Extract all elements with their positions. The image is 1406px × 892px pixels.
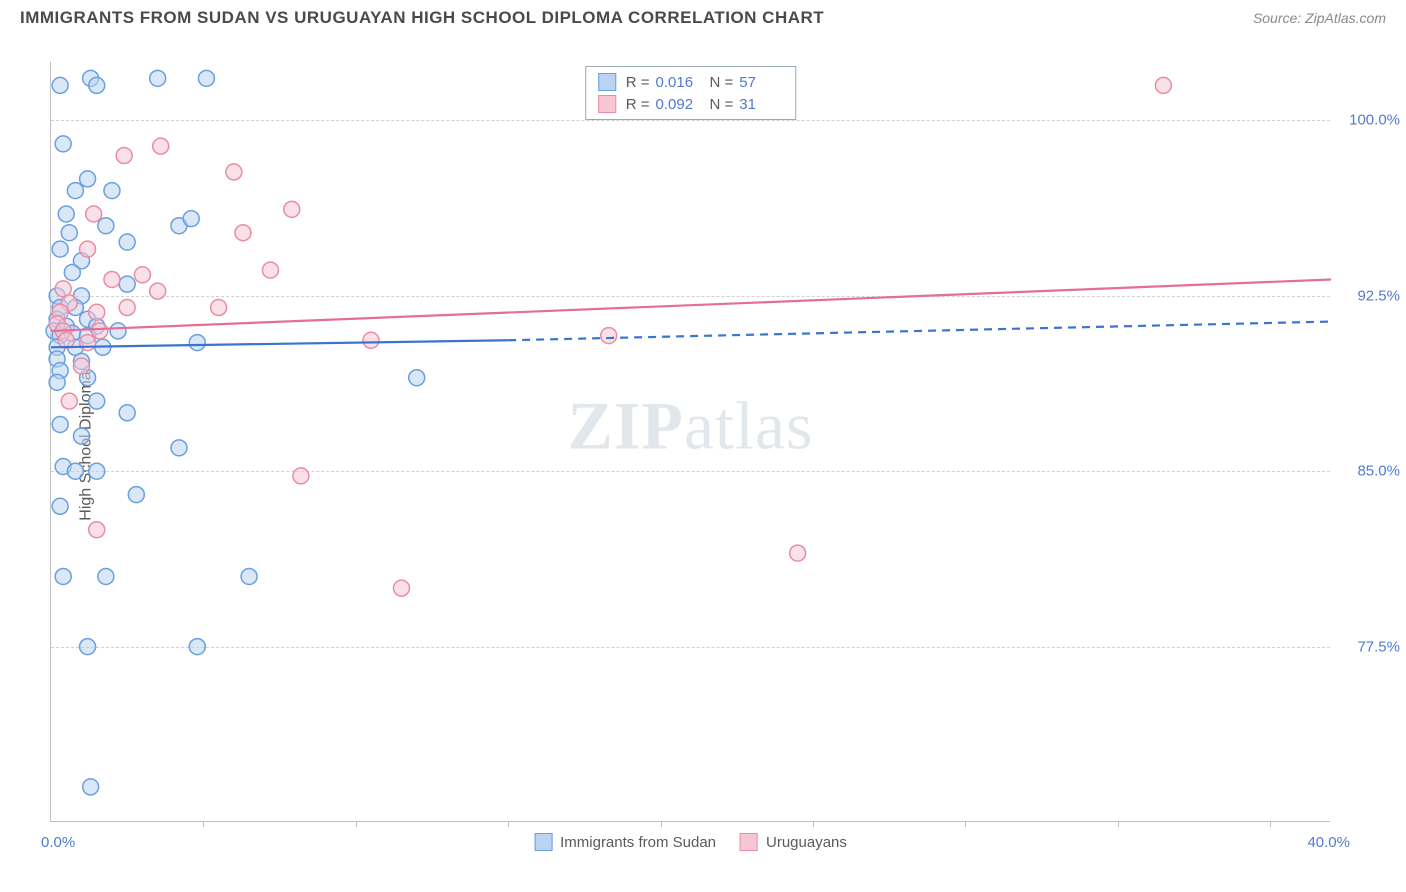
chart-area: 77.5%85.0%92.5%100.0% 0.0% 40.0% ZIPatla… bbox=[50, 62, 1330, 822]
data-point bbox=[83, 779, 99, 795]
legend-stats: R =0.016N =57R =0.092N =31 bbox=[585, 66, 797, 120]
data-point bbox=[128, 487, 144, 503]
data-point bbox=[119, 405, 135, 421]
y-tick-label: 77.5% bbox=[1340, 638, 1400, 655]
data-point bbox=[80, 241, 96, 257]
trend-line bbox=[51, 340, 508, 347]
data-point bbox=[790, 545, 806, 561]
data-point bbox=[363, 332, 379, 348]
data-point bbox=[80, 335, 96, 351]
x-tick bbox=[1270, 821, 1271, 827]
legend-swatch bbox=[534, 833, 552, 851]
data-point bbox=[92, 323, 108, 339]
data-point bbox=[89, 522, 105, 538]
data-point bbox=[119, 234, 135, 250]
y-tick-label: 100.0% bbox=[1340, 112, 1400, 129]
x-tick bbox=[356, 821, 357, 827]
data-point bbox=[284, 201, 300, 217]
data-point bbox=[55, 136, 71, 152]
data-point bbox=[73, 358, 89, 374]
data-point bbox=[241, 568, 257, 584]
data-point bbox=[119, 300, 135, 316]
data-point bbox=[89, 304, 105, 320]
x-tick bbox=[508, 821, 509, 827]
data-point bbox=[150, 70, 166, 86]
legend-stat-row: R =0.016N =57 bbox=[598, 71, 784, 93]
data-point bbox=[80, 639, 96, 655]
x-tick bbox=[203, 821, 204, 827]
x-tick bbox=[1118, 821, 1119, 827]
x-axis-min-label: 0.0% bbox=[41, 834, 75, 851]
data-point bbox=[183, 211, 199, 227]
data-point bbox=[104, 271, 120, 287]
data-point bbox=[98, 568, 114, 584]
data-point bbox=[55, 568, 71, 584]
data-point bbox=[52, 77, 68, 93]
data-point bbox=[153, 138, 169, 154]
legend-item: Immigrants from Sudan bbox=[534, 833, 716, 851]
data-point bbox=[226, 164, 242, 180]
data-point bbox=[86, 206, 102, 222]
y-tick-label: 85.0% bbox=[1340, 463, 1400, 480]
y-tick-label: 92.5% bbox=[1340, 287, 1400, 304]
x-tick bbox=[661, 821, 662, 827]
data-point bbox=[67, 183, 83, 199]
data-point bbox=[49, 374, 65, 390]
data-point bbox=[211, 300, 227, 316]
legend-swatch bbox=[598, 95, 616, 113]
data-point bbox=[67, 463, 83, 479]
data-point bbox=[64, 264, 80, 280]
data-point bbox=[393, 580, 409, 596]
data-point bbox=[189, 639, 205, 655]
data-point bbox=[52, 416, 68, 432]
x-tick bbox=[965, 821, 966, 827]
legend-swatch bbox=[740, 833, 758, 851]
legend-label: Immigrants from Sudan bbox=[560, 834, 716, 851]
scatter-plot bbox=[51, 62, 1330, 821]
data-point bbox=[409, 370, 425, 386]
legend-series: Immigrants from Sudan Uruguayans bbox=[534, 833, 847, 851]
data-point bbox=[171, 440, 187, 456]
data-point bbox=[293, 468, 309, 484]
data-point bbox=[198, 70, 214, 86]
source-label: Source: ZipAtlas.com bbox=[1253, 10, 1386, 26]
data-point bbox=[89, 77, 105, 93]
data-point bbox=[1155, 77, 1171, 93]
data-point bbox=[134, 267, 150, 283]
data-point bbox=[61, 393, 77, 409]
data-point bbox=[119, 276, 135, 292]
data-point bbox=[104, 183, 120, 199]
chart-title: IMMIGRANTS FROM SUDAN VS URUGUAYAN HIGH … bbox=[20, 8, 824, 28]
data-point bbox=[150, 283, 166, 299]
data-point bbox=[601, 328, 617, 344]
data-point bbox=[262, 262, 278, 278]
data-point bbox=[98, 218, 114, 234]
data-point bbox=[52, 498, 68, 514]
trend-line bbox=[51, 279, 1331, 330]
data-point bbox=[110, 323, 126, 339]
data-point bbox=[89, 463, 105, 479]
data-point bbox=[80, 171, 96, 187]
legend-label: Uruguayans bbox=[766, 834, 847, 851]
x-axis-max-label: 40.0% bbox=[1307, 834, 1350, 851]
x-tick bbox=[813, 821, 814, 827]
data-point bbox=[52, 241, 68, 257]
data-point bbox=[235, 225, 251, 241]
trend-line-dashed bbox=[508, 322, 1331, 341]
data-point bbox=[73, 428, 89, 444]
data-point bbox=[58, 206, 74, 222]
data-point bbox=[61, 225, 77, 241]
legend-item: Uruguayans bbox=[740, 833, 847, 851]
legend-stat-row: R =0.092N =31 bbox=[598, 93, 784, 115]
data-point bbox=[89, 393, 105, 409]
data-point bbox=[189, 335, 205, 351]
legend-swatch bbox=[598, 73, 616, 91]
data-point bbox=[116, 148, 132, 164]
